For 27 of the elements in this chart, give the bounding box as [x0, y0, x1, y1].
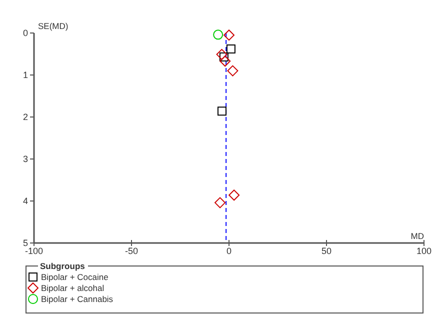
legend-label: Bipolar + Cannabis	[41, 294, 114, 304]
legend-label: Bipolar + Cocaine	[41, 272, 109, 282]
point	[216, 48, 228, 60]
legend-label: Bipolar + alcohal	[41, 282, 104, 293]
point	[228, 190, 240, 201]
legend-title: Subgroups	[40, 261, 86, 271]
point	[214, 197, 226, 208]
y-tick-label: 4	[22, 196, 28, 206]
y-tick-label: 2	[22, 112, 28, 122]
point	[226, 44, 236, 54]
point	[220, 56, 231, 67]
x-tick-label: 50	[321, 246, 332, 256]
x-tick-label: 0	[226, 246, 232, 256]
x-axis-title: MD	[410, 231, 424, 241]
x-tick-label: 100	[416, 246, 432, 256]
point	[227, 65, 238, 76]
x-tick-label: -50	[124, 246, 138, 256]
point	[217, 106, 226, 116]
x-tick-label: -100	[24, 246, 44, 256]
y-tick-label: 3	[22, 154, 28, 164]
point	[224, 30, 234, 41]
point	[219, 52, 228, 62]
point	[213, 30, 224, 40]
y-tick-label: 1	[22, 70, 28, 80]
y-tick-label: 0	[22, 28, 28, 38]
y-axis-title: SE(MD)	[38, 21, 68, 31]
y-tick-label: 5	[22, 238, 28, 248]
